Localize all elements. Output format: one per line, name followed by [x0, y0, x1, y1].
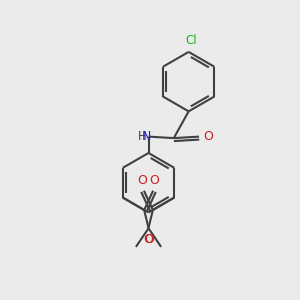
Text: Cl: Cl: [185, 34, 197, 46]
Text: H: H: [138, 130, 147, 143]
Text: O: O: [143, 232, 153, 246]
Text: O: O: [144, 232, 154, 246]
Text: O: O: [150, 174, 160, 187]
Text: N: N: [142, 130, 151, 142]
Text: O: O: [203, 130, 213, 143]
Text: O: O: [137, 174, 147, 187]
